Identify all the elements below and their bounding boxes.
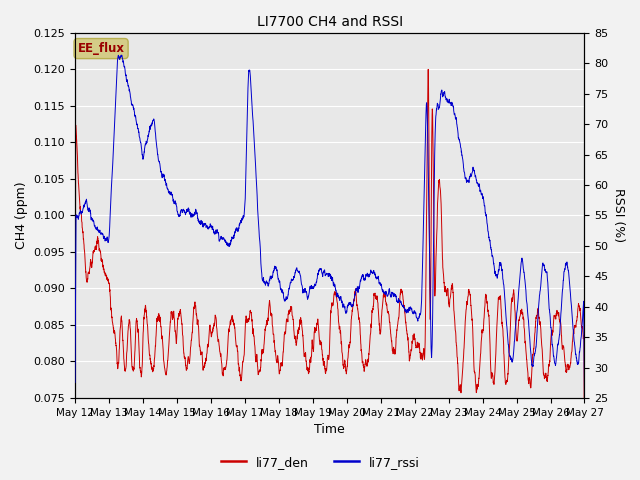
Text: EE_flux: EE_flux <box>77 42 125 55</box>
X-axis label: Time: Time <box>314 423 345 436</box>
Y-axis label: CH4 (ppm): CH4 (ppm) <box>15 181 28 249</box>
Y-axis label: RSSI (%): RSSI (%) <box>612 188 625 242</box>
Title: LI7700 CH4 and RSSI: LI7700 CH4 and RSSI <box>257 15 403 29</box>
Legend: li77_den, li77_rssi: li77_den, li77_rssi <box>216 451 424 474</box>
